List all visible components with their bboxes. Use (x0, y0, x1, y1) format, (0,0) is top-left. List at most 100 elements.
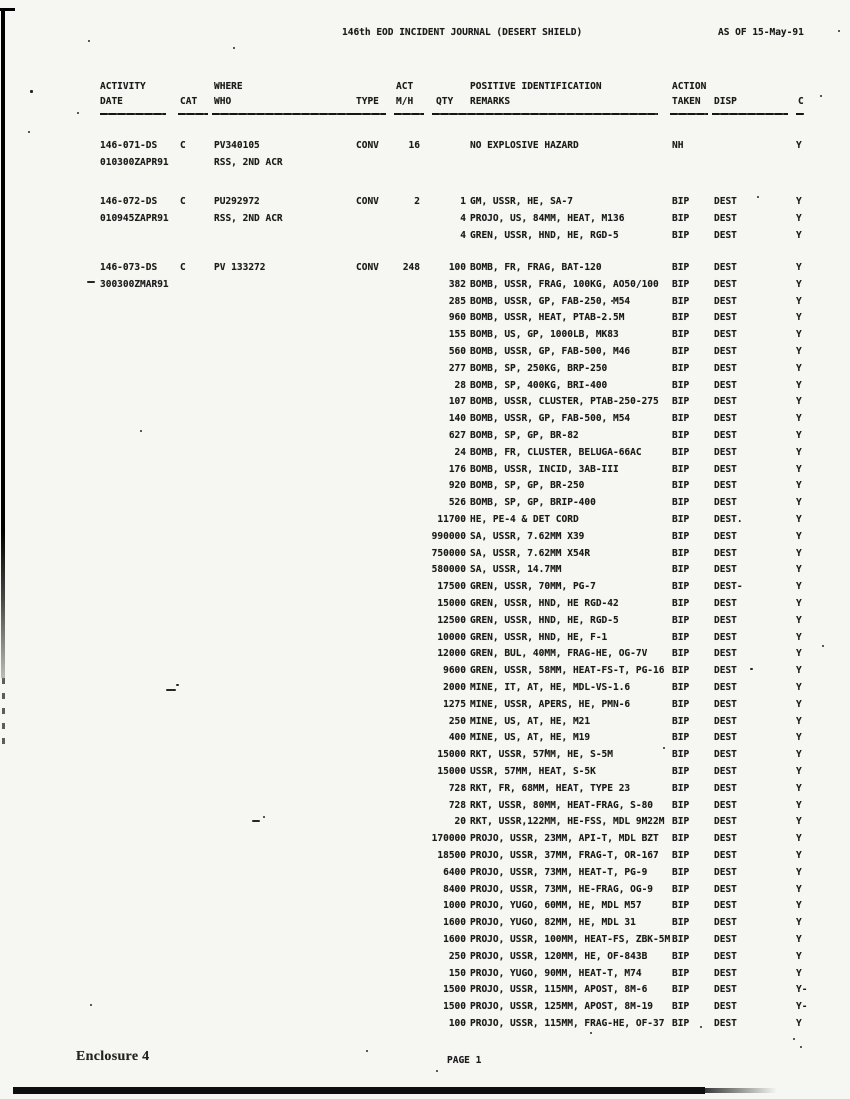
table-row: 15000 RKT, USSR, 57MM, HE, S-5M BIP DEST Y (0, 749, 850, 766)
cell-who: PU292972 (214, 196, 260, 207)
table-row: 12500 GREN, USSR, HND, HE, RGD-5 BIP DEST Y (0, 615, 850, 632)
table-row: 960 BOMB, USSR, HEAT, PTAB-2.5M BIP DEST Y (0, 312, 850, 329)
cell-disp: DEST (714, 1018, 737, 1029)
cell-activity-date: 300300ZMAR91 (100, 278, 169, 290)
cell-action-taken: BIP (672, 530, 690, 542)
cell-disp: DEST (714, 430, 737, 441)
page-title: 146th EOD INCIDENT JOURNAL (DESERT SHIEL… (342, 27, 583, 38)
cell-action-taken: BIP (672, 732, 690, 744)
col-header-taken: TAKEN (672, 96, 701, 107)
cell-c-flag: Y (796, 1018, 802, 1029)
col-header-where: WHERE (214, 81, 243, 92)
cell-disp: DEST (714, 614, 737, 626)
cell-qty: 176 (448, 463, 466, 475)
cell-c-flag: Y (796, 648, 802, 660)
cell-qty: 382 (448, 278, 466, 290)
cell-remark: BOMB, SP, GP, BR-250 (470, 480, 585, 492)
col-header-mh: M/H (396, 96, 414, 107)
table-row: 24 BOMB, FR, CLUSTER, BELUGA-66AC BIP DEST Y (0, 447, 850, 464)
cell-cat: C (180, 140, 186, 151)
cell-c-flag: Y (796, 413, 802, 425)
scan-speck (90, 1004, 92, 1006)
header-underline (670, 113, 708, 115)
table-row: 155 BOMB, US, GP, 1000LB, MK83 BIP DEST Y (0, 329, 850, 346)
cell-disp: DEST (714, 766, 737, 777)
scan-speck (77, 112, 79, 114)
cell-disp: DEST (714, 312, 737, 324)
cell-action-taken: BIP (672, 698, 690, 710)
cell-disp: DEST (714, 665, 737, 677)
table-row: 250 PROJO, USSR, 120MM, HE, OF-843B BIP DES… (0, 951, 850, 968)
cell-qty: 920 (448, 480, 466, 492)
cell-remark: PROJO, USSR, 37MM, FRAG-T, OR-167 (470, 850, 659, 861)
cell-c-flag: Y (796, 682, 802, 693)
cell-remark: GREN, USSR, HND, HE RGD-42 (470, 598, 619, 609)
cell-action-taken: BIP (672, 547, 690, 559)
cell-disp: DEST (714, 229, 737, 241)
cell-c-flag: Y (796, 212, 802, 224)
cell-remark: BOMB, USSR, GP, FAB-500, M46 (470, 346, 631, 357)
cell-action-taken: BIP (672, 262, 690, 273)
cell-action-taken: NH (672, 140, 684, 151)
cell-remark: BOMB, US, GP, 1000LB, MK83 (470, 329, 619, 341)
cell-action-taken: BIP (672, 900, 690, 912)
table-row: 20 RKT, USSR,122MM, HE-FSS, MDL 9M22M BIP D… (0, 816, 850, 833)
cell-remark: BOMB, SP, 250KG, BRP-250 (470, 362, 608, 374)
cell-disp: DEST (714, 715, 737, 727)
cell-disp: DEST (714, 782, 737, 794)
scan-speck (800, 1046, 802, 1048)
cell-disp: DEST (714, 749, 737, 761)
cell-disp: DEST (714, 295, 737, 307)
cell-qty: 8400 (443, 883, 466, 895)
cell-remark: SA, USSR, 7.62MM X54R (470, 547, 591, 559)
scan-speck (87, 281, 95, 283)
cell-remark: PROJO, USSR, 120MM, HE, OF-843B (470, 950, 648, 962)
cell-remark: PROJO, USSR, 73MM, HEAT-T, PG-9 (470, 866, 648, 878)
cell-disp: DEST (714, 497, 737, 509)
cell-remark: BOMB, USSR, INCID, 3AB-III (470, 463, 619, 475)
table-row: 1000 PROJO, YUGO, 60MM, HE, MDL M57 BIP DES… (0, 900, 850, 917)
cell-c-flag: Y (796, 833, 802, 845)
cell-disp: DEST (714, 698, 737, 710)
table-row: 2000 MINE, IT, AT, HE, MDL-VS-1.6 BIP DEST Y (0, 682, 850, 699)
table-row: 1500 PROJO, USSR, 115MM, APOST, 8M-6 BIP DE… (0, 984, 850, 1001)
cell-cat: C (180, 196, 186, 207)
cell-c-flag: Y (796, 530, 802, 542)
cell-disp: DEST (714, 547, 737, 559)
header-underline (432, 113, 658, 115)
cell-qty: 250 (448, 715, 466, 727)
table-row: 300300ZMAR91 382 BOMB, USSR, FRAG, 100KG, … (0, 279, 850, 296)
scan-speck (793, 1038, 795, 1040)
cell-c-flag: Y- (796, 984, 808, 996)
cell-c-flag: Y (796, 866, 802, 878)
cell-c-flag: Y (796, 547, 802, 559)
cell-disp: DEST (714, 732, 737, 744)
table-row: 146-073-DS C PV 133272 CONV 248 100 BOMB, FR, … (0, 262, 850, 279)
cell-c-flag: Y (796, 564, 802, 576)
cell-disp: DEST (714, 866, 737, 878)
cell-disp: DEST- (714, 581, 743, 593)
cell-c-flag: Y (796, 816, 802, 828)
cell-qty: 728 (448, 799, 466, 811)
table-row: 750000 SA, USSR, 7.62MM X54R BIP DEST Y (0, 548, 850, 565)
cell-qty: 4 (460, 229, 466, 241)
cell-act-mh: 16 (408, 140, 420, 151)
col-header-remarks: REMARKS (470, 96, 511, 107)
cell-act-mh: 2 (414, 196, 420, 207)
scan-edge-artifact (2, 678, 5, 746)
cell-c-flag: Y (796, 379, 802, 391)
col-header-qty: QTY (436, 96, 454, 107)
cell-c-flag: Y (796, 967, 802, 979)
cell-disp: DEST (714, 967, 737, 979)
table-header-row-1: ACTIVITY WHERE ACT POSITIVE IDENTIFICATI… (0, 81, 850, 98)
cell-c-flag: Y (796, 514, 802, 525)
cell-c-flag: Y (796, 140, 802, 151)
cell-action-taken: BIP (672, 883, 690, 895)
cell-disp: DEST (714, 900, 737, 912)
table-row: 526 BOMB, SP, GP, BRIP-400 BIP DEST Y (0, 497, 850, 514)
cell-remark: PROJO, YUGO, 82MM, HE, MDL 31 (470, 917, 636, 929)
cell-c-flag: Y (796, 934, 802, 945)
cell-disp: DEST (714, 917, 737, 929)
cell-disp: DEST (714, 446, 737, 458)
